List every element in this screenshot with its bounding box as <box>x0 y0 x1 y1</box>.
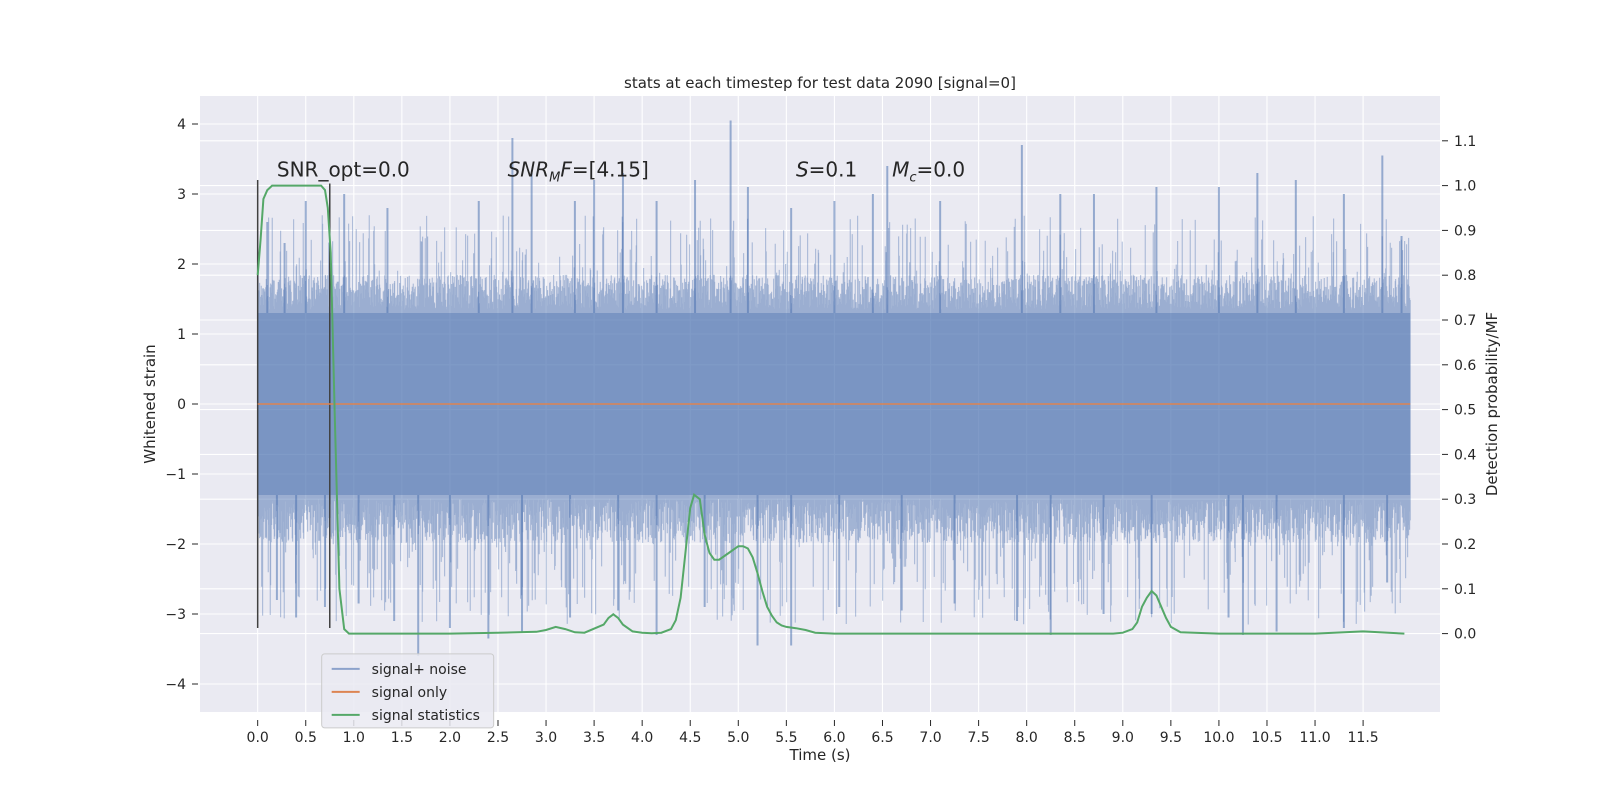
y2-tick-label: 1.0 <box>1454 179 1476 195</box>
y-tick-label: 1 <box>177 327 186 343</box>
signal-statistics-line <box>256 184 1405 635</box>
x-tick-label: 1.5 <box>391 730 413 746</box>
y2-tick-label: 0.2 <box>1454 537 1476 553</box>
y-tick-label: −1 <box>165 467 186 483</box>
y-tick-label: 0 <box>177 397 186 413</box>
legend-label: signal statistics <box>372 708 480 724</box>
x-tick-label: 0.5 <box>295 730 317 746</box>
chart-title: stats at each timestep for test data 209… <box>624 74 1016 92</box>
annotations: SNR_opt=0.0 SNRMF=[4.15] S=0.1 Mc=0.0 <box>277 158 965 186</box>
annotation-s-value: S=0.1 <box>796 158 857 182</box>
x-axis-label: Time (s) <box>789 746 851 764</box>
y-tick-label: −2 <box>165 537 186 553</box>
y2-tick-label: 0.6 <box>1454 358 1476 374</box>
x-tick-label: 6.5 <box>871 730 893 746</box>
annotation-snr-mf: SNRMF=[4.15] <box>508 158 649 186</box>
x-tick-label: 4.5 <box>679 730 701 746</box>
x-tick-label: 0.0 <box>247 730 269 746</box>
y-tick-label: −3 <box>165 607 186 623</box>
y-tick-label: 3 <box>177 187 186 203</box>
x-tick-label: 8.0 <box>1016 730 1038 746</box>
y2-tick-label: 0.9 <box>1454 223 1476 239</box>
y2-tick-label: 0.1 <box>1454 582 1476 598</box>
y2-tick-label: 0.0 <box>1454 627 1476 643</box>
x-tick-label: 2.5 <box>487 730 509 746</box>
x-tick-label: 7.0 <box>919 730 941 746</box>
legend-box <box>321 653 495 729</box>
x-tick-label: 8.5 <box>1064 730 1086 746</box>
x-tick-label: 9.5 <box>1160 730 1182 746</box>
y2-tick-label: 0.3 <box>1454 492 1476 508</box>
y-tick-label: 2 <box>177 257 186 273</box>
legend: signal+ noise signal only signal statistic… <box>321 653 495 729</box>
legend-label: signal only <box>372 685 447 701</box>
x-tick-label: 3.5 <box>583 730 605 746</box>
annotation-mc-value: Mc=0.0 <box>892 158 965 186</box>
x-tick-label: 11.0 <box>1299 730 1330 746</box>
x-tick-label: 2.0 <box>439 730 461 746</box>
y-tick-label: 4 <box>177 117 186 133</box>
y-axis-label: Whitened strain <box>141 344 159 463</box>
y2-tick-label: 0.8 <box>1454 268 1476 284</box>
x-tick-label: 5.0 <box>727 730 749 746</box>
y2-tick-label: 1.1 <box>1454 134 1476 150</box>
y2-tick-label: 0.5 <box>1454 403 1476 419</box>
x-tick-label: 3.0 <box>535 730 557 746</box>
x-tick-label: 11.5 <box>1348 730 1379 746</box>
data-layer <box>256 120 1411 656</box>
y-tick-label: −4 <box>165 677 186 693</box>
x-tick-label: 1.0 <box>343 730 365 746</box>
x-tick-label: 5.5 <box>775 730 797 746</box>
y2-tick-label: 0.7 <box>1454 313 1476 329</box>
x-tick-label: 4.0 <box>631 730 653 746</box>
x-tick-label: 7.5 <box>967 730 989 746</box>
x-tick-label: 9.0 <box>1112 730 1134 746</box>
x-tick-label: 10.0 <box>1203 730 1234 746</box>
axes: 0.0 0.5 1.0 1.5 2.0 2.5 3.0 3.5 4.0 4.5 5.0 5.5 6.0 6… <box>165 117 1476 746</box>
x-tick-label: 6.0 <box>823 730 845 746</box>
y2-tick-label: 0.4 <box>1454 447 1476 463</box>
y2-axis-label: Detection probability/MF <box>1483 312 1501 496</box>
legend-label: signal+ noise <box>372 662 467 678</box>
annotation-snr-opt: SNR_opt=0.0 <box>277 158 410 182</box>
x-tick-label: 10.5 <box>1251 730 1282 746</box>
